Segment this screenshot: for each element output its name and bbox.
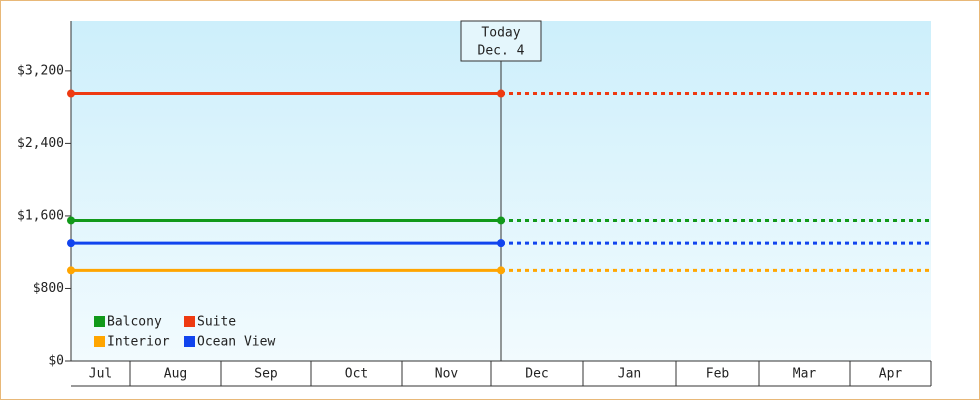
legend-swatch [94, 316, 105, 327]
point [497, 266, 505, 275]
today-title: Today [481, 26, 520, 41]
x-tick-label: Nov [435, 367, 459, 382]
y-tick-label: $1,600 [17, 208, 64, 223]
point [67, 239, 75, 248]
x-tick-label: Sep [254, 367, 278, 382]
point [67, 266, 75, 275]
point [497, 216, 505, 225]
legend-swatch [184, 316, 195, 327]
legend-label: Interior [107, 335, 170, 350]
x-tick-label: Feb [706, 367, 730, 382]
x-tick-label: Mar [793, 367, 817, 382]
legend-label: Ocean View [197, 335, 275, 350]
point [67, 89, 75, 98]
x-tick-label: Jul [89, 367, 112, 382]
x-tick-label: Jan [618, 367, 641, 382]
legend-label: Balcony [107, 315, 162, 330]
legend-swatch [94, 336, 105, 347]
x-tick-label: Dec [525, 367, 548, 382]
x-tick-label: Oct [345, 367, 368, 382]
y-tick-label: $0 [48, 354, 64, 369]
y-tick-label: $800 [33, 281, 64, 296]
point [497, 239, 505, 248]
y-tick-label: $3,200 [17, 63, 64, 78]
y-tick-label: $2,400 [17, 136, 64, 151]
point [497, 89, 505, 98]
legend-label: Suite [197, 315, 236, 330]
legend-swatch [184, 336, 195, 347]
x-tick-label: Aug [164, 367, 187, 382]
today-box [460, 20, 542, 62]
x-tick-label: Apr [879, 367, 903, 382]
point [67, 216, 75, 225]
today-date: Dec. 4 [478, 44, 525, 59]
